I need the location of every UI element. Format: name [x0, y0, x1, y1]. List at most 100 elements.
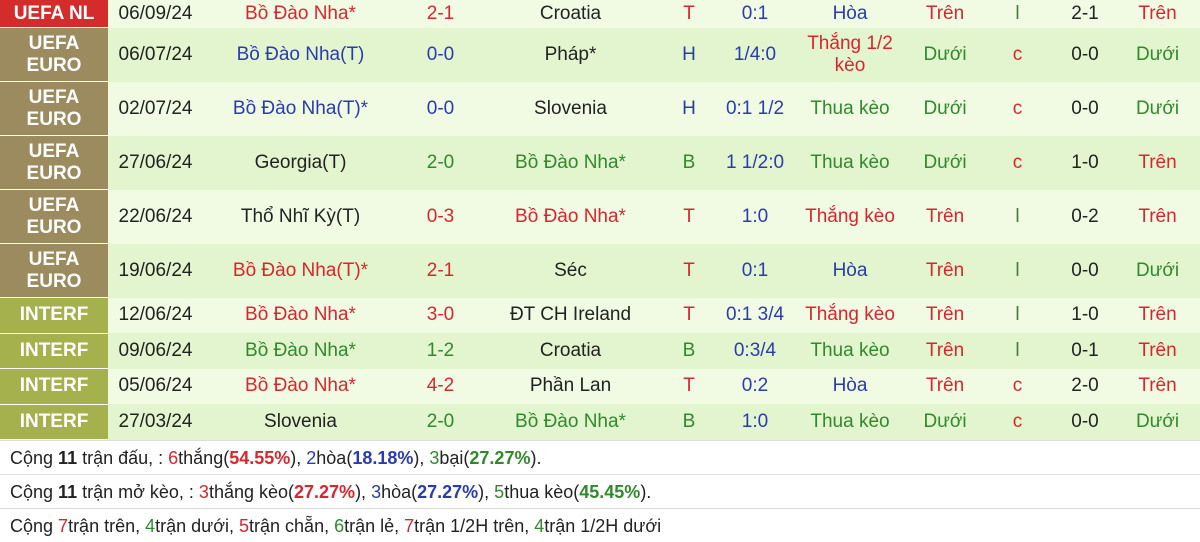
summary-text: trận lẻ,	[344, 516, 405, 536]
summary-text: 6	[334, 516, 345, 536]
half-time-over-under: Trên	[1115, 333, 1200, 369]
home-team[interactable]: Bồ Đào Nha(T)*	[203, 81, 398, 136]
over-under: Dưới	[910, 81, 980, 136]
half-time-score: 0-0	[1055, 404, 1115, 440]
over-under: Trên	[910, 243, 980, 298]
home-team[interactable]: Thổ Nhĩ Kỳ(T)	[203, 189, 398, 244]
handicap-result: Thua kèo	[790, 135, 910, 190]
odd-even: l	[980, 333, 1055, 369]
handicap: 1:0	[720, 404, 790, 440]
date: 27/06/24	[108, 135, 203, 190]
handicap: 0:1 3/4	[720, 297, 790, 333]
summary-text: hòa(	[316, 448, 353, 468]
summary-text: trận 1/2H dưới	[544, 516, 662, 536]
handicap: 1 1/2:0	[720, 135, 790, 190]
home-team[interactable]: Bồ Đào Nha*	[203, 368, 398, 404]
summary-text: thua kèo(	[504, 482, 580, 502]
away-team[interactable]: Séc	[483, 243, 658, 298]
odd-even: c	[980, 27, 1055, 82]
away-team[interactable]: Bồ Đào Nha*	[483, 189, 658, 244]
summary-line: Cộng 11 trận đấu, : 6thắng(54.55%), 2hòa…	[0, 440, 1200, 474]
handicap: 0:1	[720, 0, 790, 28]
date: 06/09/24	[108, 0, 203, 28]
away-team[interactable]: Bồ Đào Nha*	[483, 135, 658, 190]
away-team[interactable]: Bồ Đào Nha*	[483, 404, 658, 440]
home-team[interactable]: Bồ Đào Nha*	[203, 0, 398, 28]
half-time-score: 1-0	[1055, 135, 1115, 190]
over-under: Dưới	[910, 27, 980, 82]
summary-text: trận dưới,	[155, 516, 240, 536]
table-row: UEFA EURO 02/07/24 Bồ Đào Nha(T)* 0-0 Sloven…	[0, 81, 1200, 136]
summary-text: 18.18%	[352, 448, 414, 468]
away-team[interactable]: Croatia	[483, 333, 658, 369]
handicap: 0:1 1/2	[720, 81, 790, 136]
half-time-score: 0-1	[1055, 333, 1115, 369]
summary-text: 4	[145, 516, 156, 536]
home-team[interactable]: Bồ Đào Nha(T)*	[203, 243, 398, 298]
away-team[interactable]: ĐT CH Ireland	[483, 297, 658, 333]
handicap-result: Thắng kèo	[790, 297, 910, 333]
odd-even: c	[980, 404, 1055, 440]
summary-text: trận chẵn,	[249, 516, 335, 536]
over-under: Trên	[910, 0, 980, 28]
home-team[interactable]: Bồ Đào Nha(T)	[203, 27, 398, 82]
table-row: INTERF 05/06/24 Bồ Đào Nha* 4-2 Phần Lan T 0:2…	[0, 368, 1200, 405]
summary-text: 7	[58, 516, 69, 536]
league-badge[interactable]: UEFA EURO	[0, 81, 108, 136]
league-badge[interactable]: INTERF	[0, 333, 108, 369]
away-team[interactable]: Phần Lan	[483, 368, 658, 404]
league-badge[interactable]: INTERF	[0, 404, 108, 440]
date: 09/06/24	[108, 333, 203, 369]
handicap-result: Thắng 1/2 kèo	[790, 27, 910, 82]
handicap-result: Hòa	[790, 368, 910, 404]
home-team[interactable]: Bồ Đào Nha*	[203, 333, 398, 369]
over-under: Trên	[910, 333, 980, 369]
summary-text: 5	[239, 516, 250, 536]
home-team[interactable]: Slovenia	[203, 404, 398, 440]
summary-line: Cộng 11 trận mở kèo, : 3thắng kèo(27.27%…	[0, 474, 1200, 508]
odd-even: l	[980, 297, 1055, 333]
odd-even: c	[980, 368, 1055, 404]
summary: Cộng 11 trận đấu, : 6thắng(54.55%), 2hòa…	[0, 440, 1200, 542]
summary-text: hòa(	[381, 482, 418, 502]
home-team[interactable]: Georgia(T)	[203, 135, 398, 190]
odd-even: c	[980, 135, 1055, 190]
win-loss: B	[658, 333, 720, 369]
home-team[interactable]: Bồ Đào Nha*	[203, 297, 398, 333]
league-badge[interactable]: UEFA EURO	[0, 189, 108, 244]
league-badge[interactable]: UEFA EURO	[0, 27, 108, 82]
summary-text: 3	[198, 482, 209, 502]
league-badge[interactable]: INTERF	[0, 368, 108, 405]
summary-text: ).	[530, 448, 542, 468]
half-time-score: 0-0	[1055, 81, 1115, 136]
summary-text: 3	[429, 448, 440, 468]
league-badge[interactable]: UEFA EURO	[0, 243, 108, 298]
table-row: UEFA NL 06/09/24 Bồ Đào Nha* 2-1 Croatia T 0:1…	[0, 0, 1200, 28]
summary-text: thắng kèo(	[208, 482, 294, 502]
away-team[interactable]: Slovenia	[483, 81, 658, 136]
half-time-score: 2-1	[1055, 0, 1115, 28]
away-team[interactable]: Pháp*	[483, 27, 658, 82]
summary-text: 27.27%	[417, 482, 479, 502]
summary-text: trận đấu, :	[77, 448, 169, 468]
summary-text: 6	[168, 448, 179, 468]
half-time-score: 1-0	[1055, 297, 1115, 333]
summary-text: 27.27%	[294, 482, 356, 502]
summary-text: 4	[534, 516, 545, 536]
handicap-result: Thua kèo	[790, 81, 910, 136]
win-loss: H	[658, 81, 720, 136]
summary-text: trận mở kèo, :	[77, 482, 199, 502]
away-team[interactable]: Croatia	[483, 0, 658, 28]
win-loss: T	[658, 297, 720, 333]
league-badge[interactable]: UEFA EURO	[0, 135, 108, 190]
summary-line: Cộng 7trận trên, 4trận dưới, 5trận chẵn,…	[0, 508, 1200, 542]
league-badge[interactable]: INTERF	[0, 297, 108, 334]
league-badge[interactable]: UEFA NL	[0, 0, 108, 28]
date: 19/06/24	[108, 243, 203, 298]
half-time-score: 0-0	[1055, 27, 1115, 82]
handicap: 1:0	[720, 189, 790, 244]
handicap-result: Thắng kèo	[790, 189, 910, 244]
handicap-result: Thua kèo	[790, 333, 910, 369]
summary-text: 11	[58, 448, 78, 468]
summary-text: 5	[494, 482, 505, 502]
